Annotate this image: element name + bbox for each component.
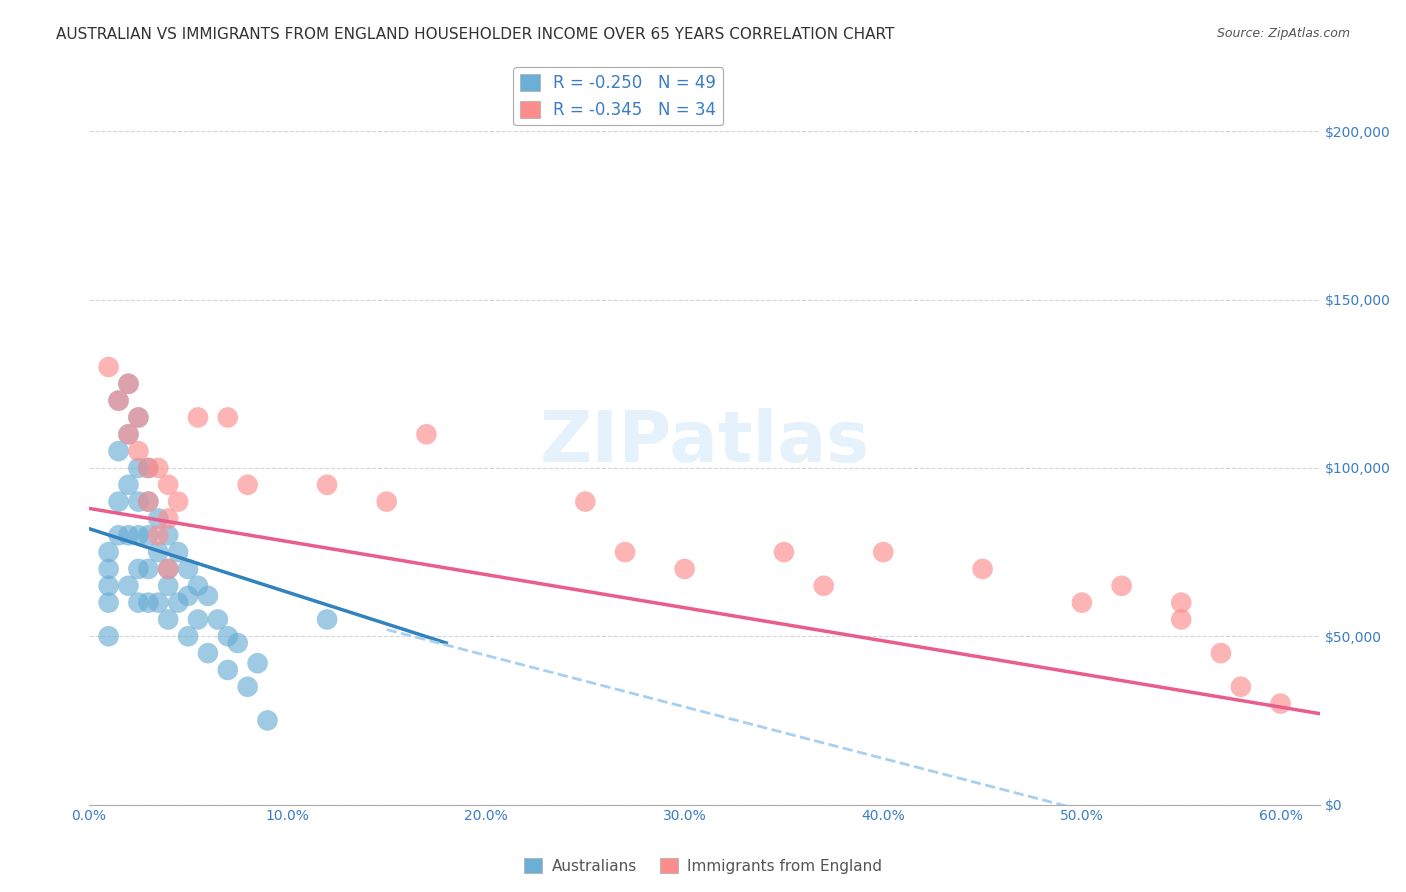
Point bbox=[207, 612, 229, 626]
Point bbox=[107, 494, 129, 508]
Point bbox=[1170, 596, 1192, 610]
Point bbox=[972, 562, 994, 576]
Point bbox=[127, 562, 149, 576]
Point bbox=[167, 494, 190, 508]
Point bbox=[187, 410, 209, 425]
Point bbox=[316, 477, 339, 491]
Point bbox=[107, 528, 129, 542]
Point bbox=[136, 562, 159, 576]
Point bbox=[197, 589, 219, 603]
Point bbox=[97, 545, 120, 559]
Point bbox=[97, 562, 120, 576]
Point bbox=[157, 562, 180, 576]
Point bbox=[117, 376, 139, 391]
Point bbox=[97, 629, 120, 643]
Point bbox=[236, 477, 259, 491]
Point bbox=[136, 596, 159, 610]
Point bbox=[107, 393, 129, 408]
Point bbox=[226, 636, 249, 650]
Point bbox=[177, 562, 200, 576]
Point bbox=[187, 579, 209, 593]
Point bbox=[127, 410, 149, 425]
Point bbox=[167, 545, 190, 559]
Point bbox=[148, 596, 170, 610]
Point bbox=[117, 579, 139, 593]
Point bbox=[136, 461, 159, 475]
Point bbox=[148, 511, 170, 525]
Point bbox=[1070, 596, 1092, 610]
Text: Source: ZipAtlas.com: Source: ZipAtlas.com bbox=[1216, 27, 1350, 40]
Point bbox=[157, 562, 180, 576]
Point bbox=[217, 410, 239, 425]
Point bbox=[773, 545, 796, 559]
Point bbox=[136, 494, 159, 508]
Point bbox=[97, 596, 120, 610]
Point bbox=[136, 528, 159, 542]
Point bbox=[97, 359, 120, 374]
Legend: Australians, Immigrants from England: Australians, Immigrants from England bbox=[517, 852, 889, 880]
Point bbox=[127, 596, 149, 610]
Point bbox=[136, 494, 159, 508]
Legend: R = -0.250   N = 49, R = -0.345   N = 34: R = -0.250 N = 49, R = -0.345 N = 34 bbox=[513, 68, 723, 126]
Point bbox=[1209, 646, 1232, 660]
Point bbox=[157, 528, 180, 542]
Point bbox=[217, 629, 239, 643]
Point bbox=[167, 596, 190, 610]
Point bbox=[127, 444, 149, 458]
Point bbox=[246, 657, 269, 671]
Text: ZIPatlas: ZIPatlas bbox=[540, 409, 869, 477]
Point bbox=[157, 477, 180, 491]
Point bbox=[872, 545, 894, 559]
Point bbox=[127, 528, 149, 542]
Point bbox=[107, 393, 129, 408]
Point bbox=[177, 629, 200, 643]
Point bbox=[316, 612, 339, 626]
Text: AUSTRALIAN VS IMMIGRANTS FROM ENGLAND HOUSEHOLDER INCOME OVER 65 YEARS CORRELATI: AUSTRALIAN VS IMMIGRANTS FROM ENGLAND HO… bbox=[56, 27, 894, 42]
Point bbox=[127, 494, 149, 508]
Point bbox=[97, 579, 120, 593]
Point bbox=[217, 663, 239, 677]
Point bbox=[148, 461, 170, 475]
Point bbox=[157, 612, 180, 626]
Point bbox=[415, 427, 437, 442]
Point bbox=[148, 545, 170, 559]
Point bbox=[673, 562, 696, 576]
Point bbox=[117, 376, 139, 391]
Point bbox=[117, 528, 139, 542]
Point bbox=[813, 579, 835, 593]
Point bbox=[1170, 612, 1192, 626]
Point bbox=[136, 461, 159, 475]
Point bbox=[1230, 680, 1253, 694]
Point bbox=[236, 680, 259, 694]
Point bbox=[127, 461, 149, 475]
Point bbox=[107, 444, 129, 458]
Point bbox=[256, 714, 278, 728]
Point bbox=[177, 589, 200, 603]
Point bbox=[148, 528, 170, 542]
Point bbox=[1111, 579, 1133, 593]
Point bbox=[574, 494, 596, 508]
Point bbox=[117, 427, 139, 442]
Point bbox=[157, 579, 180, 593]
Point bbox=[117, 427, 139, 442]
Point bbox=[187, 612, 209, 626]
Point bbox=[1270, 697, 1292, 711]
Point bbox=[197, 646, 219, 660]
Point bbox=[614, 545, 637, 559]
Point bbox=[157, 511, 180, 525]
Point bbox=[375, 494, 398, 508]
Point bbox=[117, 477, 139, 491]
Point bbox=[127, 410, 149, 425]
